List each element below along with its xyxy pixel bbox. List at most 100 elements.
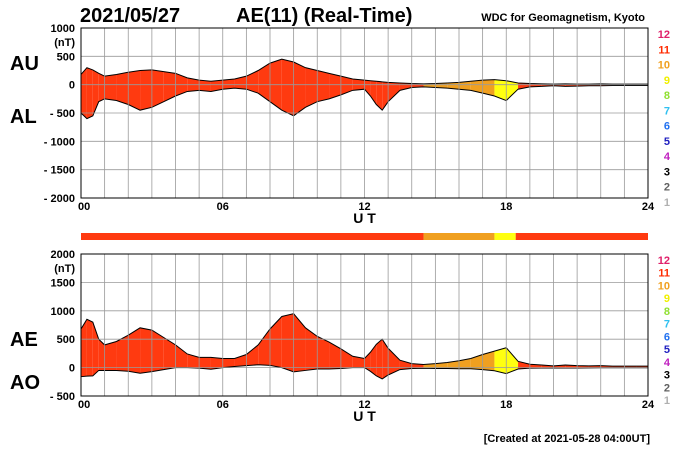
au-al-area-segment [435, 82, 448, 89]
ae-ao-area-segment [447, 360, 459, 369]
au-al-x-tick-label: 06 [217, 201, 229, 213]
au-al-area-segment [482, 79, 495, 96]
au-al-area-segment [329, 73, 341, 99]
au-al-x-axis-label: U T [353, 210, 376, 226]
au-al-area-segment [140, 69, 152, 111]
ae-ao-area-segment [482, 351, 495, 371]
station-count-12: 12 [658, 29, 670, 41]
station-count-5: 5 [664, 344, 670, 356]
ae-ao-y-tick-label: 2000 [51, 249, 75, 261]
au-al-area-group [80, 58, 648, 120]
station-count-bar-segment [494, 233, 516, 240]
ae-ao-y-tick-label: 0 [69, 363, 75, 375]
au-al-area-segment [116, 72, 129, 105]
au-al-area-segment [199, 80, 211, 92]
ae-ao-area-segment [305, 327, 318, 371]
ae-ao-area-segment [104, 341, 117, 371]
ae-ao-x-tick-label: 12 [358, 399, 370, 411]
au-al-area-segment [163, 71, 176, 102]
au-al-area-segment [151, 69, 164, 108]
station-count-5: 5 [664, 136, 670, 148]
au-al-area-segment [81, 67, 87, 119]
ae-ao-plot-frame [80, 253, 649, 397]
ae-ao-area-segment [376, 339, 383, 379]
station-count-7: 7 [664, 105, 670, 117]
au-al-area-segment [281, 59, 294, 116]
ae-ao-area-segment [86, 319, 93, 377]
au-al-area-segment [98, 73, 105, 102]
au-al-area-segment [234, 76, 247, 90]
station-count-6: 6 [664, 121, 670, 133]
ae-ao-area-segment [506, 347, 519, 374]
au-al-station-legend: 12 11 10 9 8 7 6 5 4 3 2 1 [658, 29, 671, 209]
au-al-x-ticks: 00 06 12 18 24 [78, 201, 655, 213]
ae-ao-area-segment [352, 356, 365, 368]
ae-ao-area-segment [210, 357, 223, 370]
au-al-area-segment [370, 80, 377, 105]
ae-ao-area-segment [246, 344, 259, 366]
index-title: AE(11) (Real-Time) [236, 5, 412, 27]
station-count-8: 8 [664, 306, 670, 318]
ae-ao-y-tick-label: - 500 [50, 391, 75, 403]
ae-ao-area-segment [518, 361, 530, 370]
station-count-4: 4 [664, 357, 671, 369]
ae-ao-unit-label: (nT) [54, 263, 75, 275]
au-al-area-segment [447, 82, 459, 90]
ae-ao-y-tick-label: 1000 [51, 306, 75, 318]
station-count-2: 2 [664, 182, 670, 194]
au-al-area-segment [128, 70, 141, 111]
station-count-bar [81, 233, 648, 240]
ae-ao-x-ticks: 00 06 12 18 24 [78, 399, 655, 411]
station-count-9: 9 [664, 293, 670, 305]
au-al-area-segment [494, 79, 507, 101]
ae-ao-area-segment [81, 319, 87, 377]
ae-ao-area-segment [151, 330, 164, 372]
station-count-10: 10 [658, 280, 670, 292]
au-series-label: AU [10, 53, 39, 75]
ae-ao-area-segment [199, 357, 211, 370]
station-count-6: 6 [664, 331, 670, 343]
ae-ao-area-segment [187, 353, 200, 369]
au-al-area-segment [340, 76, 353, 95]
au-al-y-tick-label: 1000 [51, 23, 75, 35]
au-al-x-tick-label: 12 [358, 201, 370, 213]
au-al-area-segment [258, 63, 270, 102]
station-count-11: 11 [658, 268, 670, 280]
au-al-area-segment [317, 70, 330, 102]
station-count-bar-segment [81, 233, 424, 240]
ae-ao-area-segment [388, 348, 400, 375]
ae-ao-area-segment [293, 313, 306, 372]
ae-ao-x-tick-label: 00 [78, 399, 90, 411]
au-al-x-tick-label: 24 [642, 201, 655, 213]
au-al-y-tick-label: - 2000 [44, 193, 75, 205]
au-al-plot-frame [80, 27, 649, 199]
ae-ao-area-segment [470, 354, 483, 370]
au-al-area-segment [222, 79, 235, 90]
station-count-bar-segment [423, 233, 495, 240]
ae-ao-x-tick-label: 24 [642, 399, 655, 411]
ae-ao-y-tick-label: 500 [57, 334, 75, 346]
station-count-12: 12 [658, 255, 670, 267]
ao-series-label: AO [10, 372, 40, 394]
au-al-y-tick-label: 500 [57, 51, 75, 63]
ae-ao-area-segment [140, 327, 152, 374]
ae-ao-area-segment [459, 358, 471, 369]
station-count-11: 11 [658, 44, 670, 56]
station-count-2: 2 [664, 382, 670, 394]
au-al-area-segment [506, 80, 519, 101]
au-al-area-segment [305, 67, 318, 108]
au-al-area-segment [210, 80, 223, 92]
au-al-area-segment [470, 80, 483, 94]
au-al-x-tick-label: 00 [78, 201, 90, 213]
ae-ao-area-segment [175, 344, 188, 368]
created-timestamp: [Created at 2021-05-28 04:00UT] [484, 433, 651, 445]
ae-ao-area-segment [163, 337, 176, 370]
ae-series-label: AE [10, 329, 38, 351]
au-al-area-segment [364, 80, 371, 96]
station-count-4: 4 [664, 151, 671, 163]
ae-ao-area-segment [98, 339, 105, 371]
au-al-grid [81, 28, 648, 198]
